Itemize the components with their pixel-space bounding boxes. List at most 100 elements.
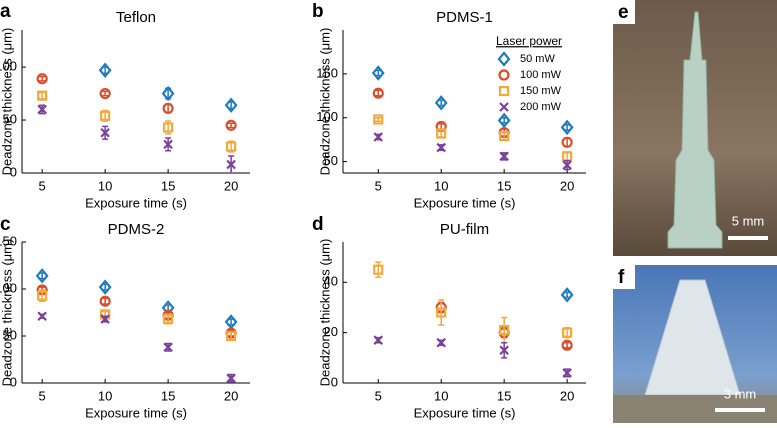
marker-square [499,325,510,336]
y-tick-label: 50 [3,327,17,342]
scale-bar [715,408,765,412]
error-bar [501,316,508,344]
marker-x [100,127,110,138]
x-tick-label: 10 [98,388,112,403]
x-tick-label: 15 [161,178,175,193]
x-tick-label: 15 [161,388,175,403]
y-tick-label: 40 [324,274,338,289]
marker-x [226,159,236,170]
y-tick-label: 0 [10,374,17,389]
x-tick-label: 20 [560,388,574,403]
marker-diamond [371,65,385,81]
marker-square [226,141,237,152]
marker-diamond [434,95,448,111]
marker-square [436,307,447,318]
marker-diamond [35,268,49,284]
x-tick-label: 20 [224,178,238,193]
scale-bar-label: 3 mm [724,386,757,401]
marker-diamond [98,279,112,295]
x-tick-label: 20 [224,388,238,403]
photo-e: e 5 mm [613,0,777,256]
error-bar [438,299,445,326]
chart-panel: b PDMS-1 50 100 150 5 10 15 20 Exposure time (s) D… [312,1,586,210]
panel-label: e [618,2,629,23]
marker-square [373,114,384,125]
marker-circle [561,339,573,351]
y-tick-label: 100 [0,280,17,295]
y-tick-label: 100 [0,59,17,74]
legend-label: 150 mW [520,85,562,97]
x-tick-label: 10 [98,178,112,193]
marker-circle [498,69,510,81]
marker-circle [225,119,237,131]
marker-x [436,142,446,153]
marker-x [226,373,236,384]
error-bar [438,123,445,130]
x-tick-label: 5 [39,178,46,193]
scale-bar [728,236,768,240]
marker-x [163,342,173,353]
x-axis-label: Exposure time (s) [414,405,516,420]
x-tick-label: 5 [375,178,382,193]
error-bar [39,91,46,100]
marker-x [373,335,384,345]
marker-x [499,345,509,356]
marker-square [373,264,384,275]
marker-circle [99,87,111,100]
marker-x [100,314,110,324]
marker-x [562,160,572,170]
panel-label: a [0,1,11,22]
y-axis-label: Deadzone thickness (μm) [317,28,332,176]
x-axis-label: Exposure time (s) [85,405,187,420]
marker-circle [36,73,48,85]
error-bar [228,122,235,129]
y-tick-label: 0 [331,374,338,389]
chart-panel: a Teflon 0 50 100 5 10 15 20 Exposure time (s) Dea… [0,1,250,210]
marker-circle [372,87,384,99]
y-tick-label: 150 [316,65,338,80]
panel-label: f [618,267,625,288]
error-bar [39,75,46,82]
marker-circle [561,136,573,148]
error-bar [102,90,109,97]
y-tick-label: 50 [3,111,17,126]
marker-x [499,151,509,162]
marker-diamond [560,119,574,136]
legend-label: 50 mW [520,53,555,65]
marker-square [37,290,48,301]
marker-diamond [98,62,112,78]
x-tick-label: 10 [434,388,448,403]
marker-square [163,122,174,133]
marker-square [226,330,237,342]
x-tick-label: 5 [39,388,46,403]
panel-label: c [0,214,11,235]
marker-diamond [224,97,238,113]
marker-circle [99,295,111,307]
panel-label-box [613,0,635,24]
scale-bar-label: 5 mm [732,213,765,228]
marker-circle [162,102,174,114]
y-axis-label: Deadzone thickness (μm) [0,239,14,387]
marker-x [499,102,509,112]
chart-panel: d PU-film 0 20 40 5 10 15 20 Exposure time (s) Dea… [312,214,586,420]
marker-diamond [497,112,511,129]
marker-square [100,110,111,121]
y-tick-label: 150 [0,233,17,248]
legend-title: Laser power [496,34,562,48]
y-tick-label: 0 [10,164,17,179]
marker-x [37,104,47,115]
x-tick-label: 15 [497,388,511,403]
chart-panel: c PDMS-2 0 50 100 150 5 10 15 20 Exposure time (s)… [0,214,250,420]
marker-x [436,337,446,348]
y-tick-label: 100 [316,109,338,124]
x-tick-label: 5 [375,388,382,403]
chart-title: PU-film [440,221,489,238]
error-bar [102,297,109,305]
x-axis-label: Exposure time (s) [85,195,187,210]
legend-label: 200 mW [520,101,562,113]
x-tick-label: 20 [560,178,574,193]
x-axis-label: Exposure time (s) [414,195,516,210]
marker-square [498,85,510,97]
